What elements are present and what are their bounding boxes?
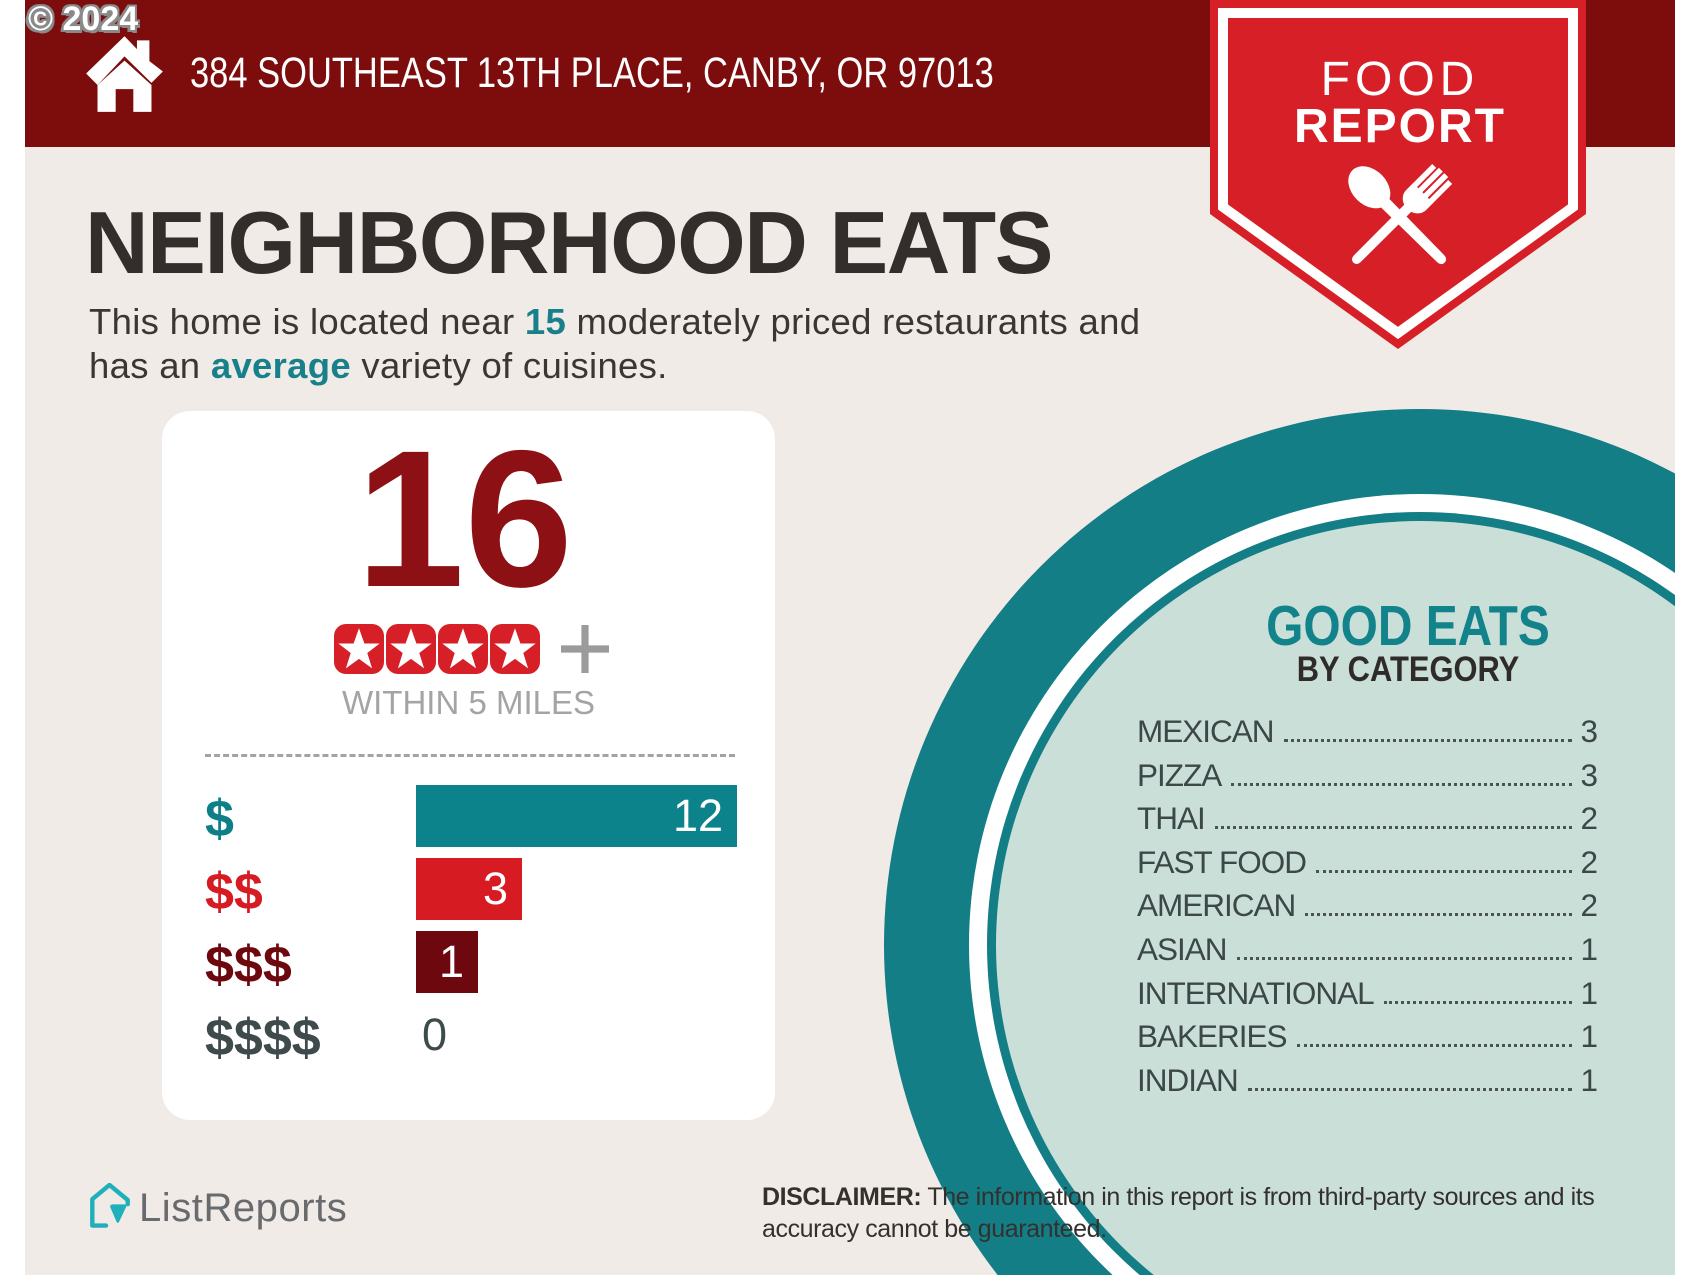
svg-text:FOOD: FOOD <box>1321 53 1480 106</box>
svg-text:REPORT: REPORT <box>1294 100 1506 153</box>
